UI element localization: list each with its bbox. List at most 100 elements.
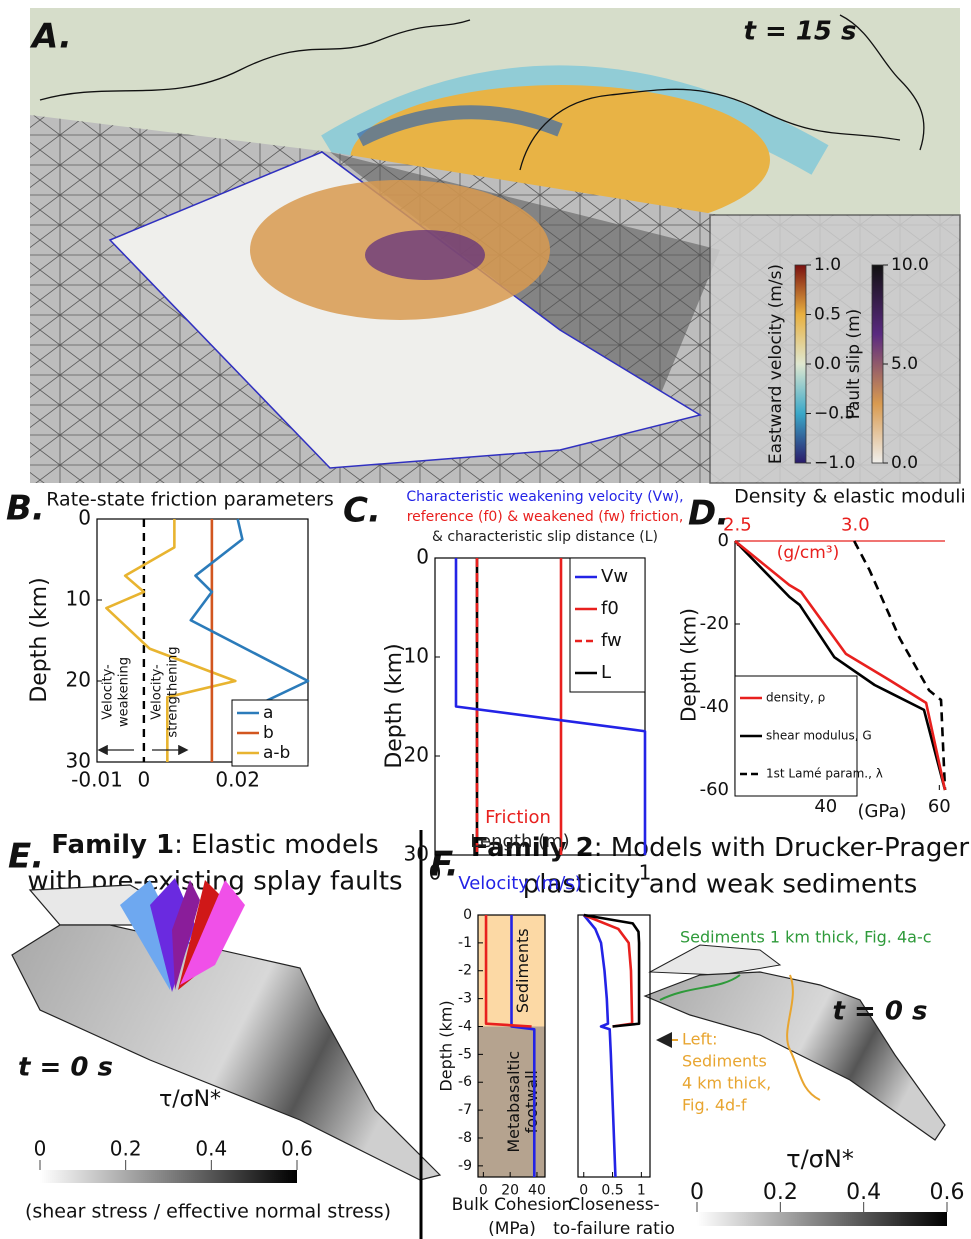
y-tick-label: 10 <box>66 587 91 611</box>
legend-label: shear modulus, G <box>766 729 872 743</box>
panel-title: Family 1: Elastic models <box>51 830 378 860</box>
colorbar-title: Eastward velocity (m/s) <box>766 264 786 464</box>
y-tick-label: -7 <box>458 1102 472 1118</box>
y-tick-label: -9 <box>458 1158 472 1174</box>
x-tick-label: 40 <box>814 796 837 817</box>
time-label: t = 15 s <box>743 17 856 47</box>
colorbar-title: Fault slip (m) <box>844 309 864 420</box>
colorbar-tick-label: 0.4 <box>195 1137 227 1161</box>
annotation: Sediments <box>682 1052 767 1071</box>
colorbar-tick-label: 0.4 <box>846 1180 881 1205</box>
chart-title: Rate-state friction parameters <box>46 489 333 511</box>
legend-label: a <box>263 703 273 723</box>
y-tick-label: -20 <box>700 613 729 634</box>
x-axis-label: Bulk Cohesion <box>452 1195 573 1215</box>
colorbar-tick-label: 0.0 <box>814 354 841 374</box>
x-axis-label: to-failure ratio <box>553 1219 675 1239</box>
y-tick-label: -40 <box>700 696 729 717</box>
y-tick-label: 0 <box>463 907 472 923</box>
annotation: Left: <box>682 1030 718 1049</box>
chart-title: Density & elastic moduli <box>734 486 966 508</box>
colorbar <box>872 265 883 463</box>
panel-letter: A. <box>29 17 72 57</box>
x-tick-label: 0.02 <box>215 768 260 792</box>
colorbar-tick-label: 0.6 <box>281 1137 313 1161</box>
y-tick-label: 30 <box>404 842 429 866</box>
chart-title: & characteristic slip distance (L) <box>432 529 658 545</box>
x-tick-label: 60 <box>928 796 951 817</box>
colorbar-tick-label: 0 <box>34 1137 47 1161</box>
x-tick-label: 0 <box>429 861 442 885</box>
colorbar-tick-label: 0.5 <box>814 305 841 325</box>
y-tick-label: -5 <box>458 1046 472 1062</box>
time-label: t = 0 s <box>18 1053 113 1083</box>
colorbar-tick-label: 0.0 <box>891 453 918 473</box>
colorbar <box>795 265 806 463</box>
annotation: weakening <box>117 657 132 727</box>
figure: A. t = 15 s E. Family 1: Elastic models … <box>0 0 971 1239</box>
time-label: t = 0 s <box>833 997 928 1027</box>
legend-label: fw <box>601 630 622 651</box>
x-tick-label: 0 <box>138 768 151 792</box>
colorbar-tick-label: 0.2 <box>110 1137 142 1161</box>
title-rest: : Elastic models <box>174 830 379 860</box>
colorbar-title: τ/σN* <box>159 1087 221 1112</box>
x-axis-label: Friction <box>485 807 551 828</box>
legend-label: a-b <box>263 743 290 763</box>
y-tick-label: -4 <box>458 1018 472 1034</box>
y-tick-label: -8 <box>458 1130 472 1146</box>
y-axis-label: Depth (km) <box>437 1000 456 1091</box>
x-axis-label: Length (m) <box>470 831 569 852</box>
annotation: Velocity- <box>101 664 116 720</box>
annotation: Fig. 4d-f <box>682 1096 747 1115</box>
colorbar-tick-label: 1.0 <box>814 255 841 275</box>
x-axis-label: Velocity (m/s) <box>458 873 581 894</box>
title-rest: : Models with Drucker-Prager <box>594 833 970 863</box>
colorbar <box>697 1212 947 1226</box>
x2-tick-label: 3.0 <box>841 515 870 536</box>
annotation: Sediments 1 km thick, Fig. 4a-c <box>680 928 932 947</box>
colorbar-tick-label: 0.6 <box>930 1180 965 1205</box>
colorbar-caption: (shear stress / effective normal stress) <box>25 1201 391 1223</box>
legend-label: Vw <box>601 566 628 587</box>
region-label: Metabasaltic <box>504 1051 523 1153</box>
y-tick-label: 10 <box>404 644 429 668</box>
y-tick-label: 20 <box>404 743 429 767</box>
x-axis-label: (MPa) <box>488 1219 536 1239</box>
x-axis-label: Closeness- <box>568 1195 659 1215</box>
colorbar-title: τ/σN* <box>786 1145 854 1173</box>
slip-peak <box>365 230 485 280</box>
colorbar-tick-label: 0.2 <box>763 1180 798 1205</box>
legend-label: f0 <box>601 598 619 619</box>
panel-letter: C. <box>343 491 381 531</box>
panel-title: plasticity and weak sediments <box>523 870 918 900</box>
x-tick-label: 1 <box>639 861 652 885</box>
y-tick-label: -2 <box>458 963 472 979</box>
chart-title: reference (f0) & weakened (fw) friction, <box>407 509 684 525</box>
y-tick-label: -6 <box>458 1074 472 1090</box>
annotation: 4 km thick, <box>682 1074 771 1093</box>
y-axis-label: Depth (km) <box>382 643 407 768</box>
panel-letter: D. <box>688 494 729 534</box>
region-label: Sediments <box>513 928 532 1013</box>
y-tick-label: 20 <box>66 668 91 692</box>
legend-label: density, ρ <box>766 691 825 705</box>
y-tick-label: -1 <box>458 935 472 951</box>
annotation: strengthening <box>166 646 181 737</box>
colorbar-tick-label: 5.0 <box>891 354 918 374</box>
colorbar-tick-label: 0 <box>690 1180 704 1205</box>
y-tick-label: -60 <box>700 779 729 800</box>
chart-title: Characteristic weakening velocity (Vw), <box>406 489 683 505</box>
panel-letter: B. <box>6 489 45 529</box>
colorbar <box>40 1170 297 1183</box>
x2-axis-label: (g/cm³) <box>777 543 840 563</box>
page: {"panel_a": {"letter": "A.", "time": "t … <box>0 0 971 1239</box>
title-bold: Family 1 <box>51 830 174 860</box>
y-axis-label: Depth (km) <box>677 608 701 722</box>
x-axis-label: (GPa) <box>857 801 906 822</box>
y-tick-label: -3 <box>458 991 472 1007</box>
colorbar-tick-label: −1.0 <box>814 453 855 473</box>
y-axis-label: Depth (km) <box>27 577 52 702</box>
colorbar-tick-label: 10.0 <box>891 255 929 275</box>
x-tick-label: -0.01 <box>71 768 123 792</box>
